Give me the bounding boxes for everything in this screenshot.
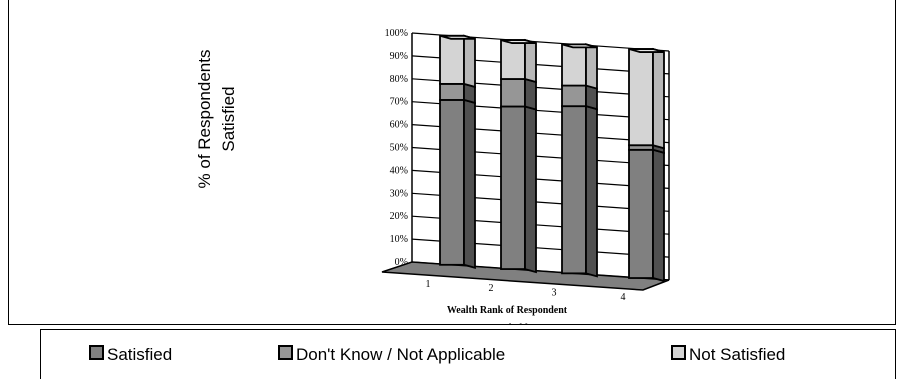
- bar-side-1-2: [463, 34, 476, 89]
- bar-side-4-2: [652, 47, 665, 150]
- bar-1-2: [439, 34, 465, 85]
- bar-side-2-0: [524, 105, 537, 274]
- y-tick-label-5: 50%: [390, 143, 408, 154]
- y-tick-label-9: 90%: [390, 51, 408, 62]
- legend-item-satisfied: Satisfied: [89, 344, 173, 365]
- x-tick-label-4: 4: [621, 292, 626, 303]
- bar-1-1: [439, 82, 465, 101]
- bar-top-1: [439, 34, 476, 40]
- bar-2-0: [500, 105, 526, 270]
- x-axis-label-line1: Wealth Rank of Respondent: [447, 305, 568, 316]
- y-tick-label-6: 60%: [390, 120, 408, 131]
- bar-side-3-1: [585, 84, 598, 111]
- y-tick-label-10: 100%: [385, 28, 408, 39]
- x-tick-label-1: 1: [426, 279, 431, 290]
- bar-side-3-2: [585, 43, 598, 90]
- chart-frame: 0% 10% 20% 30% 40% 50% 60% 70% 80% 90% 100% 1 2 3 4 Wea…: [8, 0, 896, 325]
- legend-item-not-satisfied: Not Satisfied: [671, 344, 786, 365]
- bar-1-0: [439, 99, 465, 266]
- bar-top-4: [628, 48, 665, 53]
- bar-side-2-1: [524, 77, 537, 111]
- x-tick-label-3: 3: [552, 287, 557, 298]
- bar-2-1: [500, 78, 526, 108]
- y-tick-label-8: 80%: [390, 74, 408, 85]
- bar-3-0: [561, 105, 587, 275]
- legend-label-satisfied: Satisfied: [107, 345, 173, 364]
- legend-item-dont-know: Don't Know / Not Applicable: [278, 344, 506, 365]
- legend-swatch-dont-know: [278, 344, 293, 360]
- legend: Satisfied Don't Know / Not Applicable No…: [40, 329, 896, 379]
- bar-4-2: [628, 48, 654, 147]
- x-axis-label-line2: Households: [482, 323, 532, 325]
- plot-area: 0% 10% 20% 30% 40% 50% 60% 70% 80% 90% 100% 1 2 3 4 Wea…: [381, 28, 670, 325]
- y-tick-label-2: 20%: [390, 211, 408, 222]
- bar-2-2: [500, 39, 526, 80]
- y-axis-label-line1: % of Respondents: [195, 49, 214, 189]
- y-axis-label-line2: Satisfied: [219, 86, 238, 152]
- bar-side-2-2: [524, 38, 537, 84]
- bar-side-4-0: [652, 148, 665, 283]
- bar-side-1-0: [463, 98, 476, 269]
- y-tick-label-4: 40%: [390, 165, 408, 176]
- x-tick-label-2: 2: [489, 283, 494, 294]
- bar-side-3-0: [585, 104, 598, 278]
- legend-label-not-satisfied: Not Satisfied: [689, 345, 786, 364]
- bar-4-0: [628, 148, 654, 279]
- y-tick-label-1: 10%: [390, 234, 408, 245]
- legend-swatch-satisfied: [89, 344, 104, 360]
- bar-3-1: [561, 84, 587, 108]
- y-tick-label-7: 70%: [390, 97, 408, 108]
- legend-label-dont-know: Don't Know / Not Applicable: [296, 345, 506, 364]
- bar-top-3: [561, 43, 598, 49]
- legend-swatch-not-satisfied: [671, 344, 686, 360]
- y-tick-label-3: 30%: [390, 188, 408, 199]
- bar-top-2: [500, 39, 537, 44]
- y-tick-label-0: 0%: [395, 257, 408, 268]
- bar-3-2: [561, 43, 587, 87]
